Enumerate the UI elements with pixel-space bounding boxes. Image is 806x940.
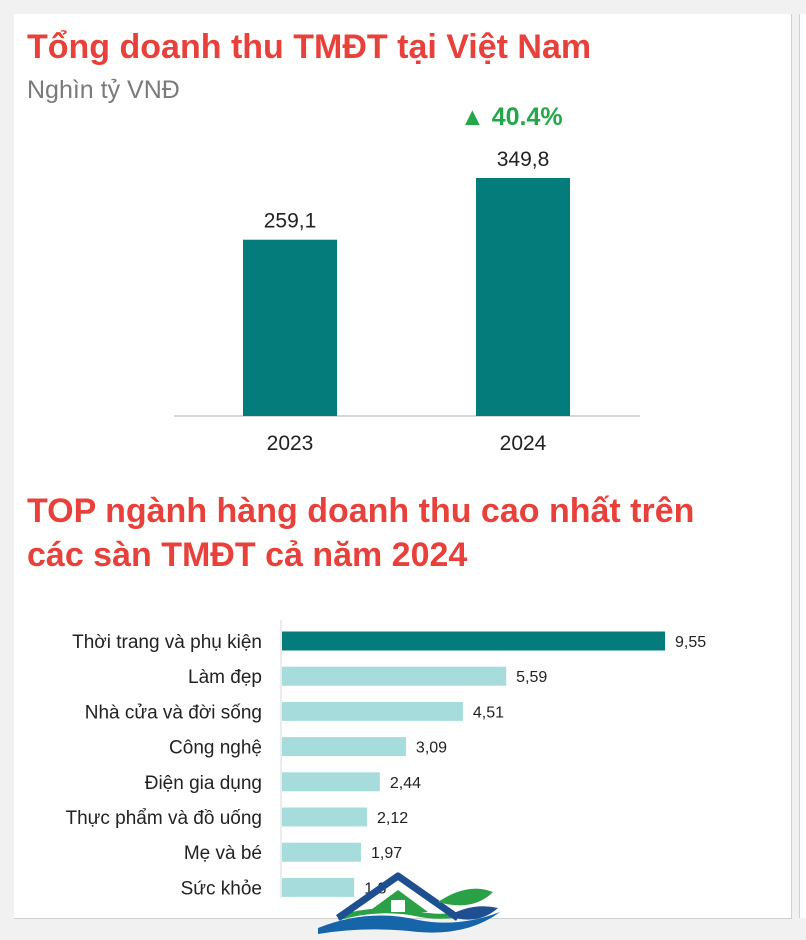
x-tick-label: 2024 bbox=[500, 432, 547, 455]
column-bar-2024 bbox=[476, 178, 570, 416]
category-label: Công nghệ bbox=[169, 738, 262, 759]
column-value-label: 259,1 bbox=[264, 210, 317, 233]
x-tick-label: 2023 bbox=[267, 432, 314, 455]
category-value-label: 2,44 bbox=[390, 775, 421, 792]
category-bar bbox=[282, 772, 380, 792]
revenue-column-chart: 259,1 2023 349,8 2024 bbox=[174, 148, 640, 455]
category-bar bbox=[282, 701, 463, 721]
category-value-label: 3,09 bbox=[416, 740, 447, 757]
column-bar-2023 bbox=[243, 239, 337, 416]
category-bar bbox=[282, 807, 368, 827]
category-label: Làm đẹp bbox=[188, 667, 262, 688]
category-bar bbox=[282, 737, 406, 757]
category-value-label: 1,97 bbox=[371, 845, 402, 862]
category-label: Nhà cửa và đời sống bbox=[85, 702, 262, 723]
category-value-label: 9,55 bbox=[675, 634, 706, 651]
category-label: Sức khỏe bbox=[181, 878, 262, 899]
column-value-label: 349,8 bbox=[497, 148, 550, 171]
category-label: Thực phẩm và đồ uống bbox=[65, 808, 262, 829]
category-bar bbox=[282, 666, 507, 686]
chart1-title: Tổng doanh thu TMĐT tại Việt Nam bbox=[27, 28, 592, 66]
category-bar bbox=[282, 842, 362, 862]
category-value-label: 5,59 bbox=[516, 669, 547, 686]
top-category-bar-chart: Thời trang và phụ kiện 9,55 Làm đẹp 5,59 Nhà… bbox=[65, 620, 706, 899]
category-label: Mẹ và bé bbox=[184, 843, 262, 864]
category-label: Điện gia dụng bbox=[145, 773, 262, 794]
chart1-subtitle: Nghìn tỷ VNĐ bbox=[27, 76, 180, 104]
category-value-label: 4,51 bbox=[473, 704, 504, 721]
adjacent-panel-edge bbox=[799, 14, 806, 918]
chart2-title-line1: TOP ngành hàng doanh thu cao nhất trên bbox=[27, 492, 695, 530]
category-value-label: 2,12 bbox=[377, 810, 408, 827]
house-roof-leaf-logo bbox=[318, 872, 500, 934]
infographic-card bbox=[14, 14, 792, 919]
growth-annotation: ▲ 40.4% bbox=[460, 103, 563, 131]
category-bar bbox=[282, 877, 355, 897]
category-label: Thời trang và phụ kiện bbox=[72, 632, 262, 653]
chart2-title-line2: các sàn TMĐT cả năm 2024 bbox=[27, 536, 468, 574]
category-bar bbox=[282, 631, 665, 651]
